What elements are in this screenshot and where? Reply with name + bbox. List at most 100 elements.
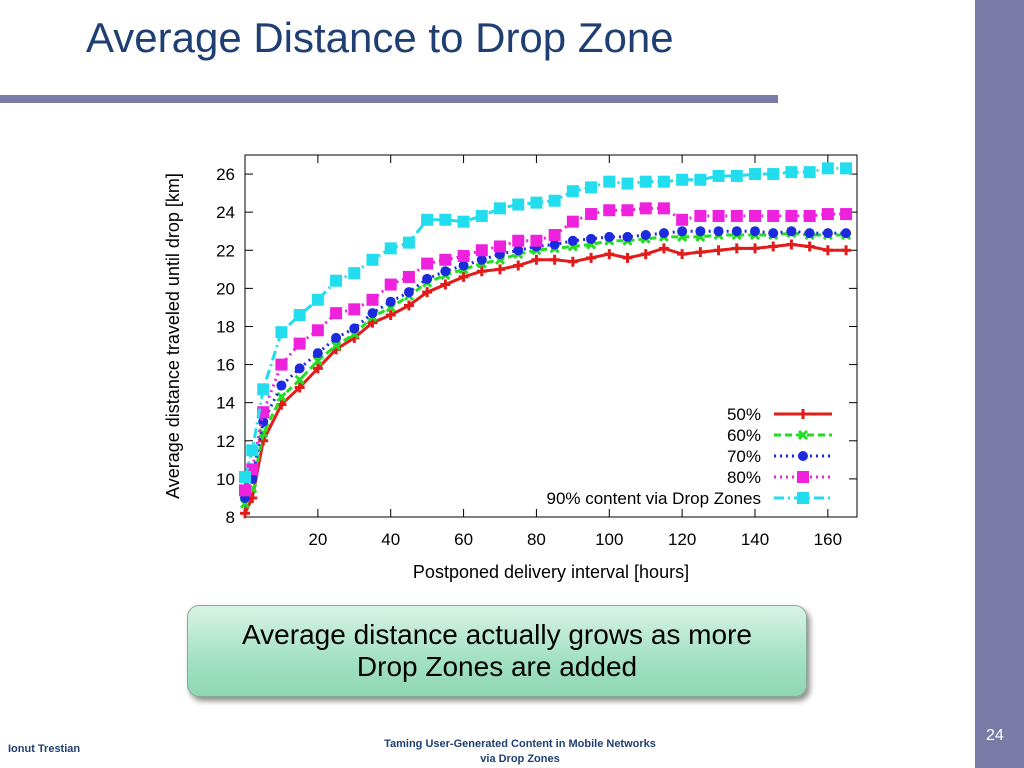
title-underline (0, 95, 778, 103)
data-point (530, 196, 543, 209)
data-point (622, 231, 633, 242)
data-point (457, 249, 470, 262)
data-point (658, 228, 669, 239)
data-point (293, 309, 306, 322)
callout-box: Average distance actually grows as more … (187, 605, 807, 697)
data-point (822, 245, 833, 256)
plot-frame (244, 154, 858, 518)
data-point (331, 332, 342, 343)
data-point (694, 173, 707, 186)
data-point (312, 355, 323, 366)
legend-label: 70% (727, 447, 761, 466)
data-point (275, 358, 288, 371)
footer-title-line2: via Drop Zones (480, 753, 560, 765)
data-point (513, 245, 524, 256)
data-point (677, 249, 688, 260)
data-point (694, 209, 707, 222)
data-point (348, 267, 361, 280)
data-point (294, 374, 305, 385)
data-point (458, 260, 469, 271)
data-point (840, 162, 853, 175)
data-point (676, 173, 689, 186)
data-point (512, 198, 525, 211)
y-tick-label: 16 (216, 356, 235, 375)
data-point (239, 470, 251, 483)
x-tick-label: 80 (527, 530, 546, 549)
y-tick-label: 14 (216, 394, 235, 413)
data-point (749, 168, 761, 181)
data-point (731, 226, 742, 237)
data-point (821, 208, 834, 221)
series-layer (239, 162, 853, 519)
data-point (439, 213, 452, 226)
data-point (713, 226, 724, 237)
legend-label: 80% (727, 468, 761, 487)
slide-number: 24 (986, 727, 1004, 744)
series-1 (240, 239, 852, 519)
data-point (512, 234, 525, 247)
data-point (403, 287, 414, 298)
data-point (494, 202, 506, 215)
data-point (530, 234, 543, 247)
data-point (804, 241, 815, 252)
data-point (294, 382, 305, 393)
data-point (604, 249, 615, 260)
data-point (513, 260, 524, 271)
legend-marker (797, 429, 809, 441)
slide-title: Average Distance to Drop Zone (86, 14, 674, 61)
data-point (276, 380, 287, 391)
data-point (657, 175, 670, 188)
data-point (803, 166, 816, 179)
data-point (402, 270, 415, 283)
data-point (712, 209, 725, 222)
data-point (639, 175, 652, 188)
chart-legend: 50% 60% 70% 80% 90% content via Drop Zones (546, 405, 832, 508)
data-point (841, 245, 852, 256)
data-point (366, 253, 379, 266)
data-point (311, 293, 324, 306)
data-point (275, 326, 288, 339)
data-point (712, 169, 725, 182)
y-axis-label: Average distance traveled until drop [km… (163, 173, 183, 499)
data-point (384, 242, 397, 255)
legend-label: 50% (727, 405, 761, 424)
data-point (785, 166, 798, 179)
data-point (639, 202, 652, 215)
data-point (676, 213, 689, 226)
axis-ticks: 8 10 12 14 16 18 20 22 24 26 20 40 60 80 100 120 140 160 (216, 155, 857, 549)
data-point (367, 317, 378, 328)
data-point (603, 175, 616, 188)
data-point (476, 254, 487, 265)
data-point (458, 271, 469, 282)
data-point (767, 168, 780, 181)
data-point (785, 209, 798, 222)
data-point (440, 279, 451, 290)
data-point (750, 226, 760, 237)
x-tick-label: 120 (668, 530, 696, 549)
data-point (803, 209, 816, 222)
data-point (549, 254, 560, 265)
data-point (549, 239, 560, 250)
data-point (240, 508, 250, 519)
data-point (567, 256, 578, 267)
y-tick-label: 18 (216, 317, 235, 336)
data-point (312, 348, 323, 359)
legend-marker (797, 471, 809, 483)
data-point (567, 235, 578, 246)
data-point (713, 245, 724, 256)
y-tick-label: 26 (216, 165, 235, 184)
data-point (585, 208, 598, 221)
data-point (476, 266, 487, 277)
data-point (403, 300, 414, 311)
data-point (294, 363, 305, 374)
data-point (585, 181, 598, 194)
data-point (804, 228, 815, 239)
data-point (622, 252, 633, 263)
data-point (657, 202, 670, 215)
data-point (586, 252, 597, 263)
data-point (566, 215, 579, 228)
data-point (768, 228, 779, 239)
y-tick-label: 24 (216, 203, 235, 222)
callout-text: Average distance actually grows as more … (242, 619, 752, 682)
data-point (604, 231, 615, 242)
